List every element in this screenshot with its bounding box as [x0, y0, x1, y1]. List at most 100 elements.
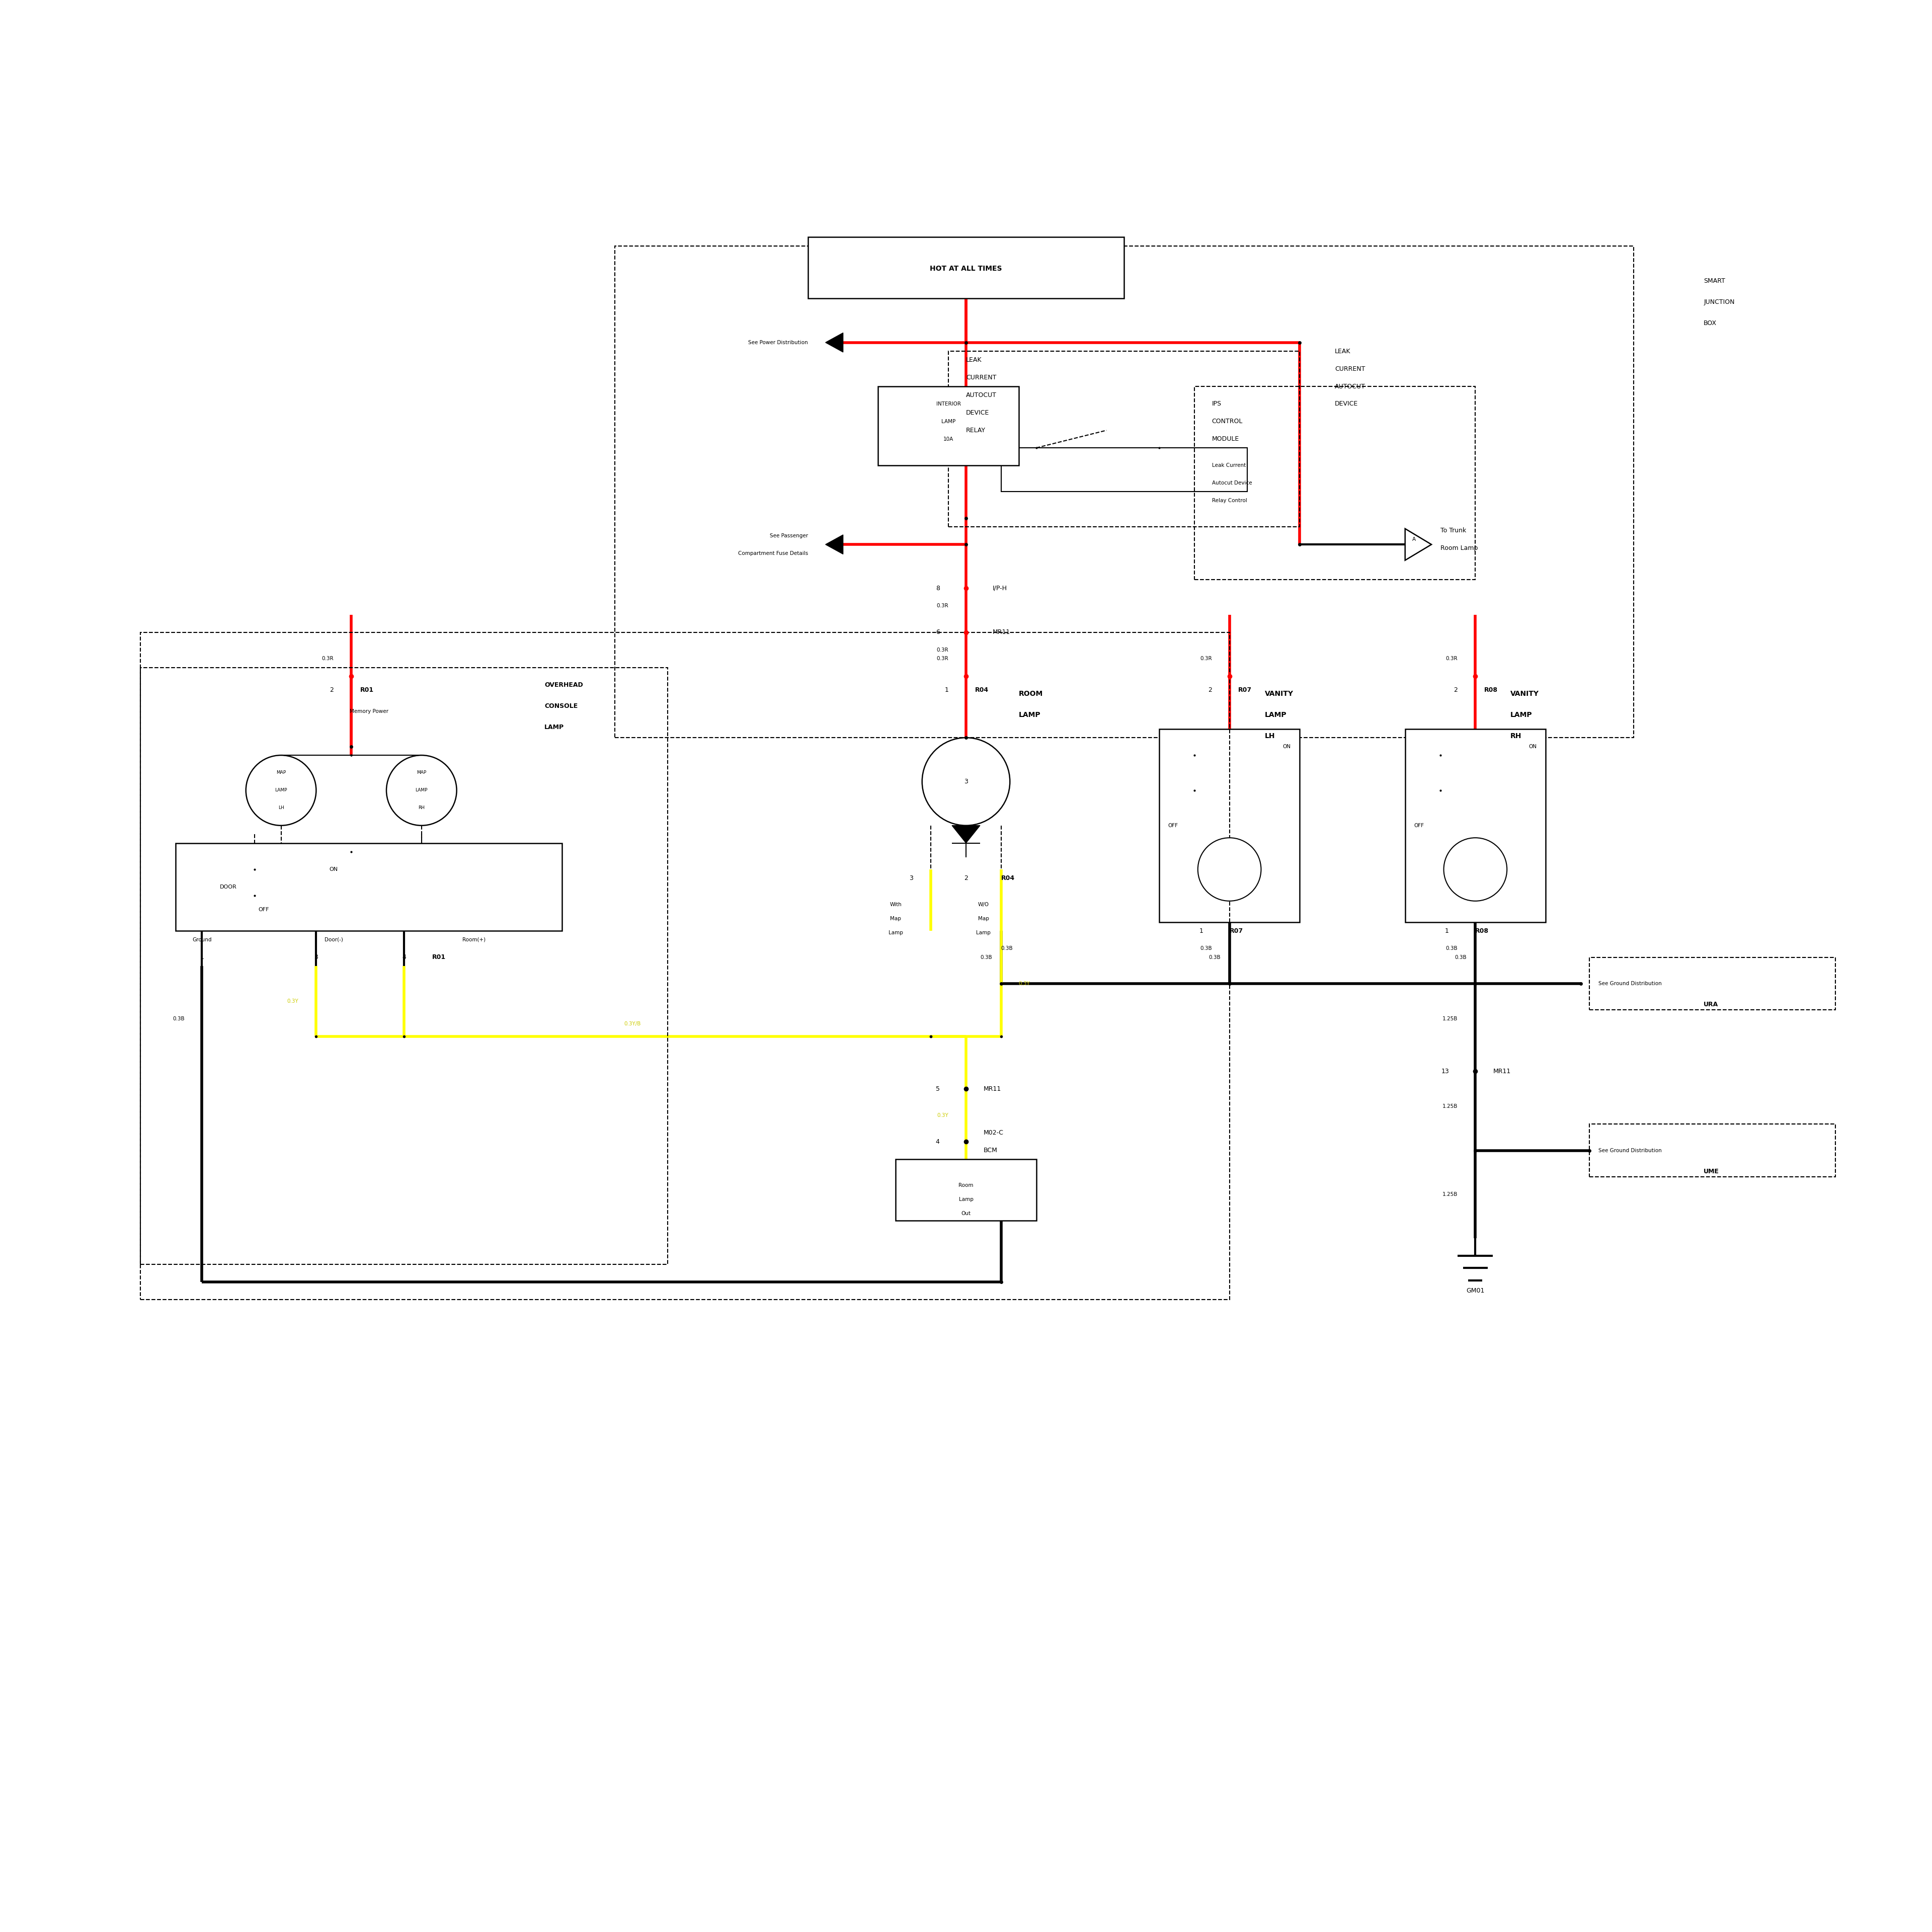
Text: Compartment Fuse Details: Compartment Fuse Details: [738, 551, 808, 556]
Text: CONSOLE: CONSOLE: [545, 703, 578, 709]
Text: AUTOCUT: AUTOCUT: [966, 392, 997, 398]
Bar: [176, 842, 562, 931]
Text: Out: Out: [962, 1211, 970, 1215]
Text: 10A: 10A: [943, 437, 954, 442]
Text: R07: R07: [1229, 927, 1242, 935]
Text: 0.3R: 0.3R: [937, 657, 949, 661]
Text: 4: 4: [402, 954, 406, 960]
Text: R01: R01: [433, 954, 446, 960]
Text: CURRENT: CURRENT: [1335, 365, 1366, 373]
Text: M02-C: M02-C: [983, 1130, 1003, 1136]
Bar: [141, 632, 1229, 1300]
Text: Lamp: Lamp: [889, 929, 902, 935]
Text: MR11: MR11: [1493, 1068, 1511, 1074]
Circle shape: [1198, 838, 1262, 900]
Text: 1: 1: [1445, 927, 1449, 935]
Text: LEAK: LEAK: [1335, 348, 1350, 355]
Text: Leak Current: Leak Current: [1211, 464, 1246, 468]
Text: 2: 2: [1453, 688, 1459, 694]
Text: 0.3Y/B: 0.3Y/B: [624, 1022, 641, 1026]
Text: CURRENT: CURRENT: [966, 375, 997, 381]
Text: 3: 3: [910, 875, 914, 881]
Circle shape: [922, 738, 1010, 825]
Text: 0.3R: 0.3R: [323, 657, 334, 661]
Text: Lamp: Lamp: [958, 1198, 974, 1202]
Bar: [1159, 728, 1300, 922]
Text: W/O: W/O: [978, 902, 989, 906]
Text: GM01: GM01: [1466, 1287, 1484, 1294]
Text: DOOR: DOOR: [220, 885, 238, 889]
Text: LAMP: LAMP: [941, 419, 956, 423]
Text: 1: 1: [1200, 927, 1204, 935]
Text: SMART: SMART: [1704, 278, 1725, 284]
Text: 1.25B: 1.25B: [1443, 1016, 1459, 1022]
Bar: [614, 245, 1633, 738]
Bar: [808, 238, 1124, 299]
Text: 1: 1: [945, 688, 949, 694]
Text: LAMP: LAMP: [415, 788, 427, 792]
Circle shape: [1443, 838, 1507, 900]
Text: R08: R08: [1476, 927, 1490, 935]
Text: ON: ON: [1283, 744, 1291, 750]
Text: LAMP: LAMP: [274, 788, 288, 792]
Bar: [1405, 728, 1546, 922]
Text: R07: R07: [1238, 688, 1252, 694]
Text: 6: 6: [935, 630, 939, 636]
Text: 2: 2: [330, 688, 334, 694]
Text: 5: 5: [935, 1086, 939, 1092]
Text: HOT AT ALL TIMES: HOT AT ALL TIMES: [929, 265, 1003, 272]
Text: MR11: MR11: [983, 1086, 1001, 1092]
Bar: [1194, 386, 1476, 580]
Text: LAMP: LAMP: [1018, 711, 1041, 719]
Text: 0.3R: 0.3R: [937, 647, 949, 653]
Bar: [141, 667, 667, 1265]
Text: AUTOCUT: AUTOCUT: [1335, 383, 1366, 390]
Text: BOX: BOX: [1704, 321, 1718, 327]
Text: UME: UME: [1704, 1169, 1719, 1175]
Text: 0.3R: 0.3R: [1200, 657, 1211, 661]
Text: Relay Control: Relay Control: [1211, 498, 1246, 502]
Text: BCM: BCM: [983, 1148, 997, 1153]
Circle shape: [245, 755, 317, 825]
Bar: [879, 386, 1018, 466]
Text: OVERHEAD: OVERHEAD: [545, 682, 583, 688]
Text: See Passenger: See Passenger: [769, 533, 808, 539]
Text: I/P-H: I/P-H: [993, 585, 1007, 591]
Text: A: A: [1412, 537, 1416, 541]
Text: Room Lamp: Room Lamp: [1439, 545, 1478, 551]
Text: ROOM: ROOM: [1018, 690, 1043, 697]
Text: RH: RH: [1511, 732, 1522, 740]
Text: OFF: OFF: [1169, 823, 1179, 829]
Bar: [896, 1159, 1036, 1221]
Text: VANITY: VANITY: [1265, 690, 1293, 697]
Text: 0.3B: 0.3B: [1209, 954, 1221, 960]
Text: Door(-): Door(-): [325, 937, 344, 943]
Text: 0.3R: 0.3R: [937, 603, 949, 609]
Text: 0.3B: 0.3B: [1001, 947, 1012, 951]
Text: To Trunk: To Trunk: [1439, 527, 1466, 533]
Text: Map: Map: [978, 916, 989, 922]
Text: 0.3Y: 0.3Y: [1018, 981, 1030, 985]
Text: ON: ON: [328, 867, 338, 871]
Text: DEVICE: DEVICE: [1335, 400, 1358, 408]
Text: Room(+): Room(+): [462, 937, 485, 943]
Text: R01: R01: [359, 688, 373, 694]
Text: MR11: MR11: [993, 630, 1010, 636]
Text: 0.3B: 0.3B: [980, 954, 993, 960]
Text: IPS: IPS: [1211, 400, 1221, 408]
Text: 0.3Y: 0.3Y: [937, 1113, 949, 1119]
Text: MODULE: MODULE: [1211, 437, 1238, 442]
Text: With: With: [891, 902, 902, 906]
Text: Memory Power: Memory Power: [350, 709, 388, 713]
Text: 0.3B: 0.3B: [1200, 947, 1211, 951]
Text: LAMP: LAMP: [545, 725, 564, 730]
Text: 0.3Y: 0.3Y: [288, 999, 299, 1003]
Text: MAP: MAP: [276, 771, 286, 775]
Text: INTERIOR: INTERIOR: [937, 402, 960, 406]
Text: DEVICE: DEVICE: [966, 410, 989, 415]
Text: 0.3R: 0.3R: [1445, 657, 1459, 661]
Bar: [1590, 1124, 1835, 1177]
Text: LH: LH: [1265, 732, 1275, 740]
Text: OFF: OFF: [1414, 823, 1424, 829]
Text: LH: LH: [278, 806, 284, 810]
